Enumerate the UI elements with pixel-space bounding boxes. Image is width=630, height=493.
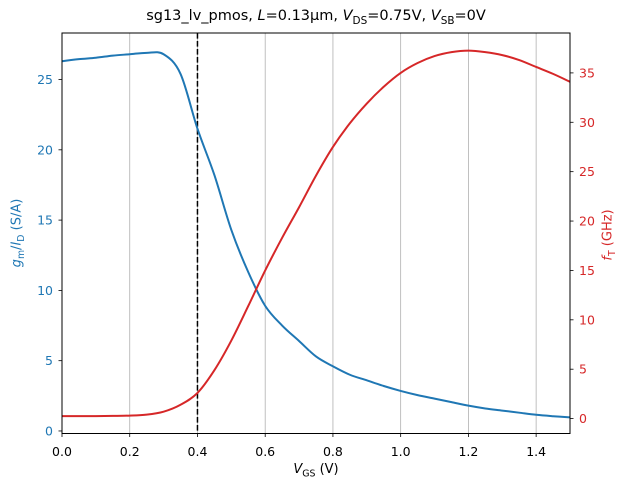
x-tick-label: 0.0	[52, 444, 72, 459]
right-y-axis-label: fT (GHz)	[600, 209, 619, 261]
right-y-tick-label: 20	[579, 214, 595, 229]
text-segment: g	[9, 259, 25, 268]
x-axis-label: VGS (V)	[62, 462, 570, 480]
tick-labels: 0.0 0.2 0.4 0.6 0.8 1.0 1.2 1.4 0 5 10 15 20 25 0 5 10 15…	[37, 65, 595, 459]
chart-title: sg13_lv_pmos, L=0.13μm, VDS=0.75V, VSB=0…	[62, 8, 570, 27]
x-tick-label: 0.4	[188, 444, 208, 459]
right-y-tick-label: 0	[579, 411, 587, 426]
right-y-tick-label: 15	[579, 263, 595, 278]
subscript: DS	[352, 14, 368, 27]
text-segment: (GHz)	[600, 209, 616, 251]
gm-over-id-curve	[61, 51, 571, 419]
text-segment: (V)	[315, 462, 339, 477]
text-segment: sg13_lv_pmos,	[146, 8, 258, 24]
subscript: GS	[302, 468, 316, 480]
x-tick-label: 1.2	[458, 444, 478, 459]
text-segment: I	[9, 241, 25, 246]
subscript: D	[16, 234, 28, 242]
right-y-tick-label: 5	[579, 362, 587, 377]
left-y-tick-label: 0	[45, 423, 53, 438]
text-segment: =0.75V,	[367, 8, 431, 24]
right-y-tick-label: 25	[579, 164, 595, 179]
left-y-tick-label: 5	[45, 353, 53, 368]
subscript: SB	[440, 14, 455, 27]
left-y-tick-label: 15	[37, 213, 53, 228]
axis-tick-marks	[58, 72, 574, 437]
left-y-axis-label: gm/ID (S/A)	[9, 198, 28, 268]
subscript: m	[16, 249, 28, 260]
text-segment: (S/A)	[9, 198, 25, 235]
text-segment: V	[430, 8, 441, 24]
plot-area-border	[61, 32, 571, 434]
left-y-tick-label: 10	[37, 283, 53, 298]
x-tick-label: 0.2	[120, 444, 140, 459]
x-tick-label: 1.0	[391, 444, 411, 459]
right-y-tick-label: 10	[579, 312, 595, 327]
text-segment: f	[600, 256, 616, 261]
x-tick-label: 1.4	[526, 444, 546, 459]
left-y-tick-label: 20	[37, 142, 53, 157]
x-tick-label: 0.6	[255, 444, 275, 459]
text-segment: =0V	[454, 8, 486, 24]
right-y-tick-label: 30	[579, 115, 595, 130]
gridlines	[129, 33, 537, 434]
x-tick-label: 0.8	[323, 444, 343, 459]
text-segment: V	[293, 462, 303, 477]
right-y-tick-label: 35	[579, 65, 595, 80]
text-segment: L	[257, 8, 266, 24]
ft-curve	[62, 49, 571, 418]
left-y-tick-label: 25	[37, 72, 53, 87]
text-segment: /	[9, 245, 25, 250]
text-segment: =0.13μm,	[265, 8, 343, 24]
subscript: T	[607, 250, 619, 257]
text-segment: V	[342, 8, 353, 24]
